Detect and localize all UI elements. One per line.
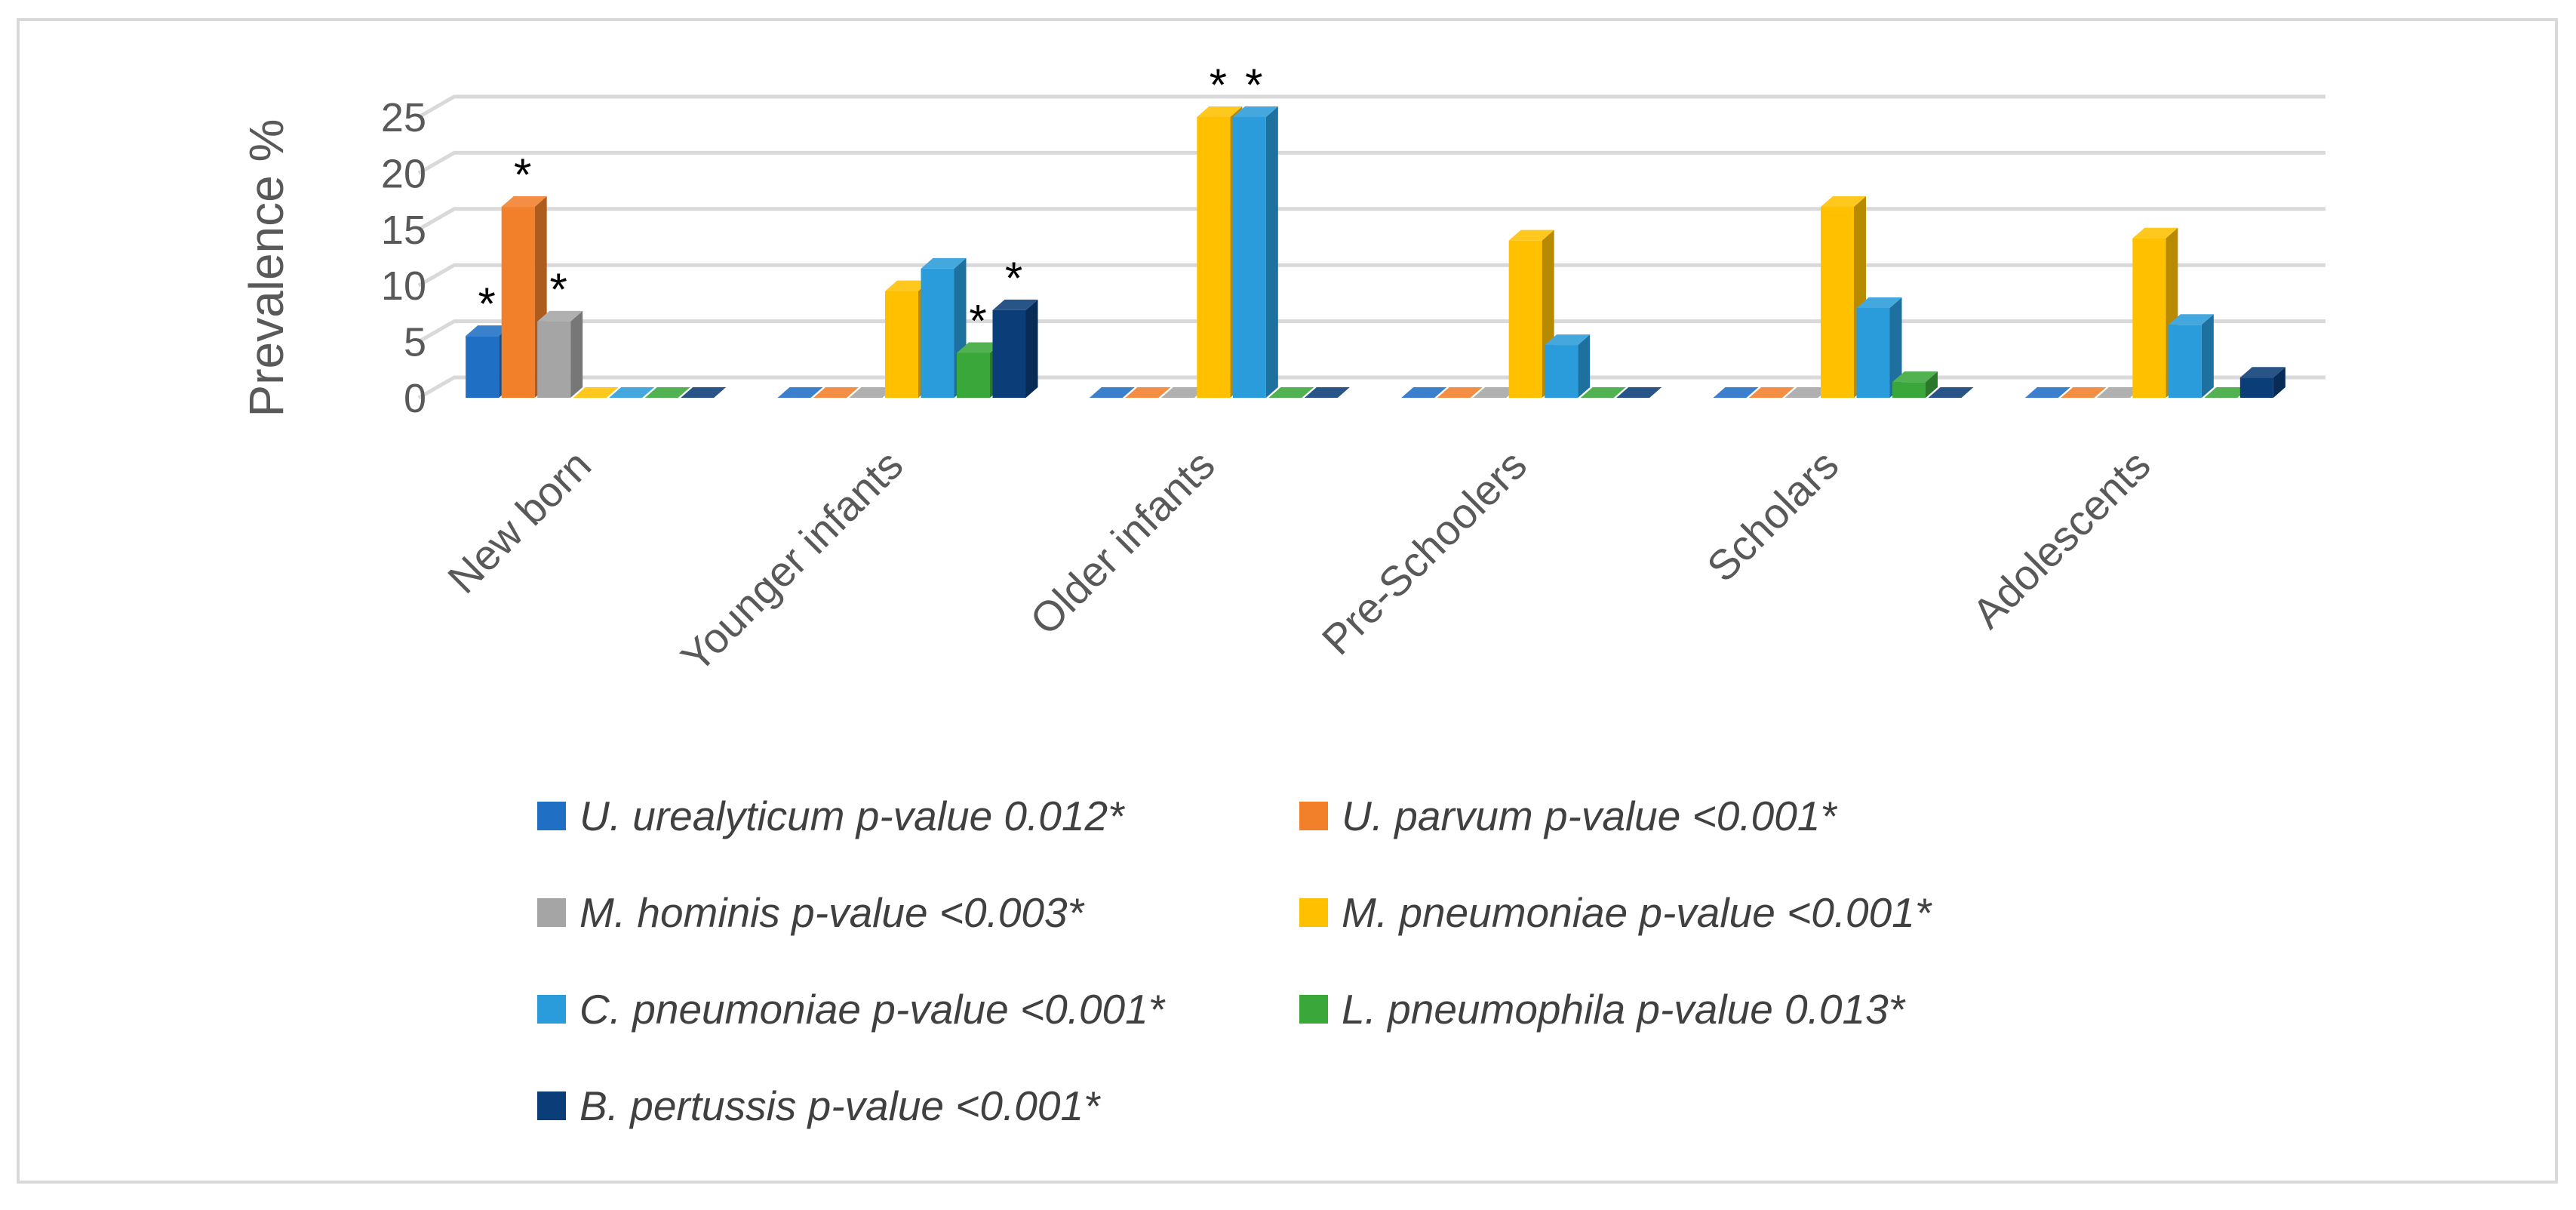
category-label: Adolescents xyxy=(1963,441,2159,637)
bar xyxy=(1928,387,1974,398)
bar xyxy=(2168,314,2214,398)
bar xyxy=(1616,387,1662,398)
legend-label: B. pertussis p-value <0.001* xyxy=(579,1082,1101,1129)
bar xyxy=(1580,387,1626,398)
legend-swatch xyxy=(537,898,566,927)
legend: U. urealyticum p-value 0.012* U. parvum p… xyxy=(537,793,1932,1129)
legend-swatch xyxy=(1299,995,1328,1024)
bar xyxy=(1304,387,1350,398)
chart-frame xyxy=(17,18,2558,1184)
bar xyxy=(537,310,583,398)
legend-swatch xyxy=(537,802,566,830)
bar xyxy=(813,387,859,398)
bars xyxy=(466,106,2286,398)
legend-item: L. pneumophila p-value 0.013* xyxy=(1299,986,1906,1033)
legend-label: C. pneumoniae p-value <0.001* xyxy=(579,986,1166,1033)
bar xyxy=(1089,387,1135,398)
legend-item: M. pneumoniae p-value <0.001* xyxy=(1299,889,1932,936)
bar xyxy=(1437,387,1483,398)
bar xyxy=(573,387,619,398)
bar xyxy=(849,387,895,398)
y-tick-label: 10 xyxy=(381,263,426,309)
legend-swatch xyxy=(1299,898,1328,927)
significance-marks: * * * * * * * xyxy=(478,60,1262,346)
category-label: Scholars xyxy=(1698,441,1848,591)
category-label: Older infants xyxy=(1021,441,1224,644)
legend-swatch xyxy=(1299,802,1328,830)
legend-label: L. pneumophila p-value 0.013* xyxy=(1342,986,1906,1033)
legend-swatch xyxy=(537,1091,566,1120)
y-axis-label: Prevalence % xyxy=(239,119,294,417)
category-label: Younger infants xyxy=(672,441,911,681)
legend-label: U. parvum p-value <0.001* xyxy=(1342,793,1837,839)
bar xyxy=(1268,387,1314,398)
bar xyxy=(1749,387,1794,398)
y-tick-label: 20 xyxy=(381,151,426,196)
y-tick-label: 25 xyxy=(381,95,426,140)
bar xyxy=(1232,106,1278,398)
significance-star: * xyxy=(969,295,986,346)
gridline xyxy=(417,207,2325,231)
bar xyxy=(1473,387,1519,398)
legend-item: U. parvum p-value <0.001* xyxy=(1299,793,1837,839)
significance-star: * xyxy=(1245,60,1262,110)
bar xyxy=(1856,297,1902,398)
gridline xyxy=(417,375,2325,400)
bar xyxy=(2061,387,2107,398)
legend-label: U. urealyticum p-value 0.012* xyxy=(579,793,1125,839)
legend-item: U. urealyticum p-value 0.012* xyxy=(537,793,1125,839)
legend-item: B. pertussis p-value <0.001* xyxy=(537,1082,1101,1129)
gridline xyxy=(417,94,2325,119)
significance-star: * xyxy=(1210,60,1227,110)
y-tick-label: 15 xyxy=(381,208,426,253)
gridline xyxy=(417,319,2325,343)
significance-star: * xyxy=(1005,253,1022,303)
bar xyxy=(2024,387,2070,398)
bar xyxy=(2204,387,2250,398)
bar xyxy=(2096,387,2142,398)
x-axis-categories: New born Younger infants Older infants Pre-… xyxy=(438,441,2159,681)
bar xyxy=(609,387,655,398)
significance-star: * xyxy=(549,264,567,315)
bar xyxy=(1160,387,1207,398)
bar xyxy=(992,299,1038,398)
bar xyxy=(1125,387,1171,398)
bar xyxy=(1545,334,1591,398)
category-label: New born xyxy=(438,441,600,602)
gridlines xyxy=(417,94,2325,400)
legend-label: M. hominis p-value <0.003* xyxy=(579,889,1085,936)
category-label: Pre-Schoolers xyxy=(1313,441,1535,663)
bar xyxy=(1784,387,1831,398)
gridline xyxy=(417,263,2325,288)
legend-item: C. pneumoniae p-value <0.001* xyxy=(537,986,1166,1033)
legend-label: M. pneumoniae p-value <0.001* xyxy=(1342,889,1932,936)
gridline xyxy=(417,150,2325,175)
bar xyxy=(2239,367,2286,398)
y-axis-ticks: 0 5 10 15 20 25 xyxy=(381,95,426,421)
y-tick-label: 0 xyxy=(404,376,426,421)
bar xyxy=(1892,371,1938,398)
bar xyxy=(644,387,690,398)
bar xyxy=(1401,387,1447,398)
significance-star: * xyxy=(514,149,531,200)
significance-star: * xyxy=(478,279,495,329)
bar xyxy=(1713,387,1759,398)
bar xyxy=(681,387,727,398)
legend-swatch xyxy=(537,995,566,1024)
legend-item: M. hominis p-value <0.003* xyxy=(537,889,1085,936)
bar xyxy=(777,387,823,398)
y-tick-label: 5 xyxy=(404,320,426,365)
